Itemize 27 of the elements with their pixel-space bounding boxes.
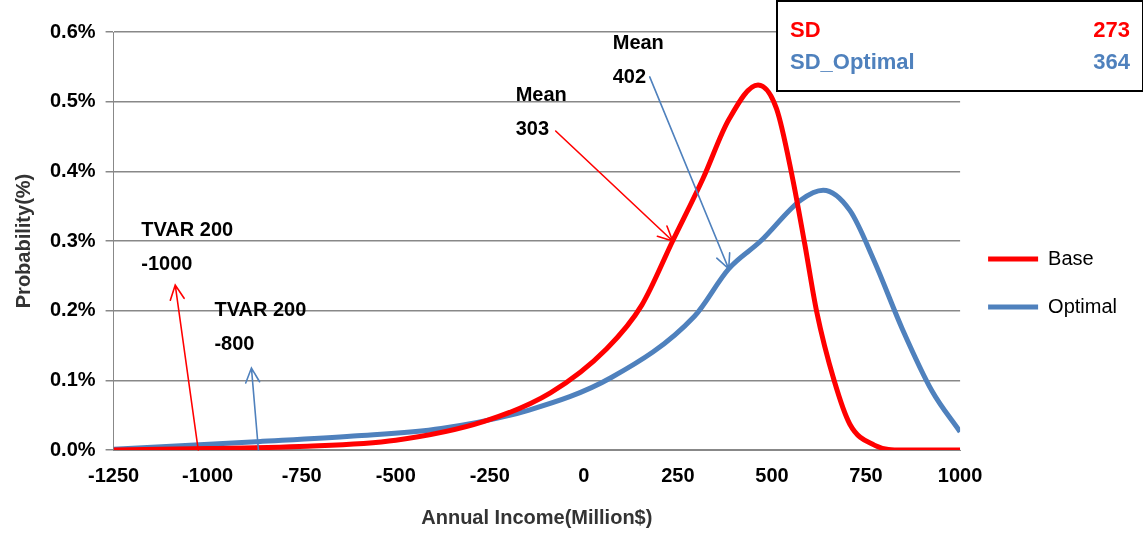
y-tick-label: 0.2%	[49, 298, 96, 321]
y-tick-label: 0.1%	[49, 367, 96, 390]
x-tick-label: 1000	[937, 463, 983, 486]
annotation: TVAR 200 -800	[214, 297, 307, 354]
text: SD 273	[790, 17, 1130, 42]
legend-label: Base	[1048, 246, 1094, 269]
y-tick-label: 0.0%	[49, 437, 96, 460]
x-axis-title: Annual Income(Million$)	[421, 505, 653, 528]
x-tick-label: -250	[469, 463, 510, 486]
x-tick-label: -750	[281, 463, 322, 486]
annotation: Mean 402	[612, 31, 664, 88]
x-tick-label: -1250	[88, 463, 140, 486]
x-tick-label: -1000	[182, 463, 234, 486]
text: SD_Optimal 364	[790, 49, 1130, 74]
x-tick-label: 0	[578, 463, 590, 486]
x-tick-label: 750	[849, 463, 883, 486]
legend-label: Optimal	[1048, 294, 1117, 317]
y-tick-label: 0.4%	[49, 158, 96, 181]
annotation: TVAR 200 -1000	[141, 217, 234, 274]
y-tick-label: 0.6%	[49, 19, 96, 42]
y-axis-title: Probability(%)	[11, 173, 34, 309]
x-tick-label: 250	[661, 463, 695, 486]
y-tick-label: 0.3%	[49, 228, 96, 251]
x-tick-label: 500	[755, 463, 789, 486]
x-tick-label: -500	[375, 463, 416, 486]
y-tick-label: 0.5%	[49, 89, 96, 112]
annotation: Mean 303	[515, 82, 567, 139]
